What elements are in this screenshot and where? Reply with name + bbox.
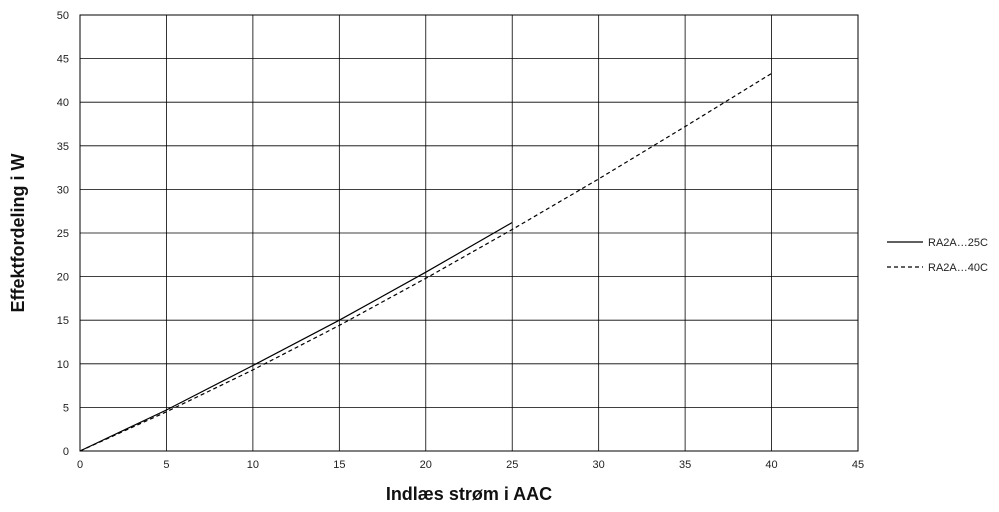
x-tick-label: 30 bbox=[593, 459, 605, 471]
y-tick-label: 45 bbox=[57, 54, 69, 66]
x-tick-label: 45 bbox=[852, 459, 864, 471]
y-tick-label: 35 bbox=[57, 141, 69, 153]
legend: RA2A…25C RA2A…40C bbox=[887, 237, 988, 274]
x-tick-label: 35 bbox=[679, 459, 691, 471]
y-axis-title: Effektfordeling i W bbox=[8, 153, 28, 312]
y-tick-label: 25 bbox=[57, 228, 69, 240]
x-tick-label: 20 bbox=[420, 459, 432, 471]
y-tick-label: 30 bbox=[57, 184, 69, 196]
x-axis-ticks: 0 5 10 15 20 25 30 35 40 45 bbox=[77, 459, 864, 471]
x-tick-label: 15 bbox=[333, 459, 345, 471]
legend-label-series-1: RA2A…25C bbox=[928, 237, 988, 249]
y-tick-label: 15 bbox=[57, 315, 69, 327]
x-axis-title: Indlæs strøm i AAC bbox=[386, 484, 552, 504]
y-tick-label: 0 bbox=[63, 446, 69, 458]
x-tick-label: 40 bbox=[765, 459, 777, 471]
y-tick-label: 40 bbox=[57, 97, 69, 109]
plot-border bbox=[79, 14, 859, 452]
x-tick-label: 0 bbox=[77, 459, 83, 471]
y-tick-label: 50 bbox=[57, 10, 69, 22]
y-tick-label: 10 bbox=[57, 359, 69, 371]
legend-label-series-2: RA2A…40C bbox=[928, 262, 988, 274]
y-tick-label: 20 bbox=[57, 272, 69, 284]
series-lines bbox=[79, 72, 772, 452]
x-tick-label: 10 bbox=[247, 459, 259, 471]
x-tick-label: 5 bbox=[163, 459, 169, 471]
y-tick-label: 5 bbox=[63, 402, 69, 414]
y-axis-ticks: 0 5 10 15 20 25 30 35 40 45 50 bbox=[57, 10, 69, 458]
series-line-1 bbox=[79, 221, 513, 452]
x-tick-label: 25 bbox=[506, 459, 518, 471]
series-line-2 bbox=[79, 72, 772, 452]
